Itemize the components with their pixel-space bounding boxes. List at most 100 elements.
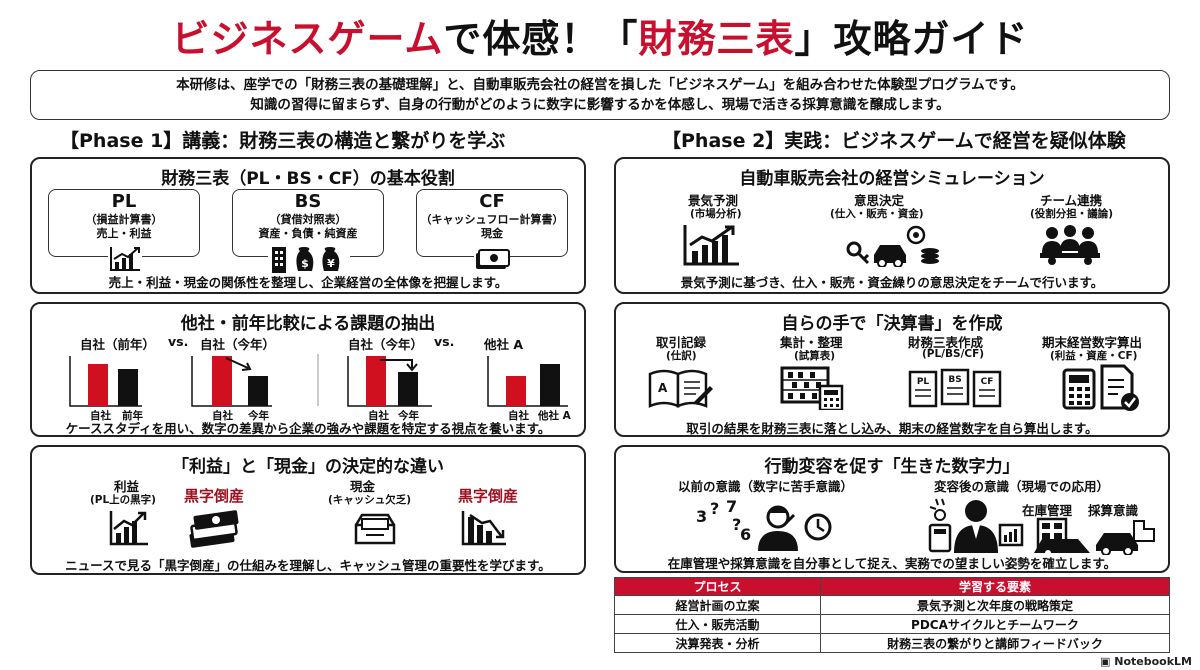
intro-box: 本研修は、座学での「財務三表の基礎理解」と、自動車販売会社の経営を損した「ビジネ… xyxy=(30,70,1170,120)
confused-person-icon xyxy=(758,505,832,551)
team-icon xyxy=(1040,225,1100,265)
bs-desc: 資産・負債・純資産 xyxy=(258,227,358,240)
step-sub: (仕訳) xyxy=(666,350,697,362)
sim-item-label: チーム連携 xyxy=(1040,193,1103,208)
bar-label: 自社 xyxy=(90,410,111,422)
documents-icon: PL BS CF xyxy=(908,368,1002,408)
doc-label: PL xyxy=(917,377,930,387)
card-title: 行動変容を促す「生きた数字力」 xyxy=(764,457,1020,477)
cash-sub: (キャッシュ欠乏) xyxy=(328,494,412,506)
table-cell: 決算発表・分析 xyxy=(614,633,821,653)
page-title: ビジネスゲームで体感！「財務三表」攻略ガイド xyxy=(171,17,1029,61)
digit-glyph: 6 xyxy=(740,525,752,544)
cash-label: 現金 xyxy=(350,479,376,494)
profit-label: 利益 xyxy=(114,479,140,494)
bs-box: BS （貸借対照表） 資産・負債・純資産 xyxy=(232,189,384,257)
money-stack-icon xyxy=(189,510,239,548)
forecast-chart-icon xyxy=(683,225,739,266)
bar xyxy=(398,372,418,406)
card-footer: ケーススタディを用い、数字の差異から企業の強みや課題を特定する視点を養います。 xyxy=(65,421,551,436)
cash-icon xyxy=(474,247,510,273)
digit-glyph: ? xyxy=(732,515,742,534)
pl-desc: 売上・利益 xyxy=(96,227,152,240)
sim-item-label: 意思決定 xyxy=(854,193,905,208)
step-sub: (PL/BS/CF) xyxy=(922,348,985,360)
before-label: 以前の意識（数字に苦手意識） xyxy=(678,479,854,494)
warehouse-car-icon xyxy=(1034,517,1155,555)
businessperson-icon xyxy=(928,498,1024,553)
profit-sub: (PL上の黒字) xyxy=(90,494,156,506)
card-footer: 景気予測に基づき、仕入・販売・資金繰りの意思決定をチームで行います。 xyxy=(680,275,1104,290)
card-footer: ニュースで見る「黒字倒産」の仕組みを理解し、キャッシュ管理の重要性を学びます。 xyxy=(65,558,551,573)
step-label: 期末経営数字算出 xyxy=(1042,335,1143,350)
card-footer: 在庫管理や採算意識を自分事として捉え、実務での望ましい姿勢を確立します。 xyxy=(667,556,1117,571)
decision-icon xyxy=(846,225,939,267)
bar xyxy=(248,376,268,406)
table-header-row: プロセス 学習する要素 xyxy=(614,577,1170,596)
rising-chart-icon xyxy=(108,245,142,273)
intro-line-1: 本研修は、座学での「財務三表の基礎理解」と、自動車販売会社の経営を損した「ビジネ… xyxy=(176,77,1024,93)
sim-item-sub: (仕入・販売・資金) xyxy=(830,208,924,220)
comparison-card: 他社・前年比較による課題の抽出 自社（前年） vs. 自社（今年） 自社（今年）… xyxy=(30,302,586,437)
bar-label: 自社 xyxy=(508,410,529,422)
bs-name: （貸借対照表） xyxy=(269,213,347,226)
buildings-money-icon: $ ¥ xyxy=(268,243,350,275)
notebook-icon: ▣ xyxy=(1100,655,1115,668)
vs-label: vs. xyxy=(168,334,189,349)
step-label: 財務三表作成 xyxy=(908,335,984,350)
intro-line-2: 知識の習得に留まらず、自身の行動がどのように数字に影響するかを体感し、現場で活き… xyxy=(250,97,950,113)
cf-abbr: CF xyxy=(479,191,505,212)
compare-left-label: 自社（前年） xyxy=(80,337,156,352)
svg-text:$: $ xyxy=(301,257,309,270)
bar xyxy=(540,364,560,406)
step-label: 集計・整理 xyxy=(780,335,843,350)
sim-item-sub: (市場分析) xyxy=(690,208,742,220)
bar xyxy=(506,376,526,406)
card-footer: 取引の結果を財務三表に落とし込み、期末の経営数字を自ら算出します。 xyxy=(686,421,1098,436)
cash-register-icon xyxy=(354,513,396,545)
vs-label: vs. xyxy=(434,334,455,349)
bar-label: 今年 xyxy=(398,410,419,422)
simulation-card: 自動車販売会社の経営シミュレーション 景気予測 (市場分析) 意思決定 (仕入・… xyxy=(614,157,1170,294)
card-title: 自らの手で「決算書」を作成 xyxy=(781,314,1003,334)
table-cell: 財務三表の繋がりと講師フィードバック xyxy=(820,633,1170,653)
svg-text:¥: ¥ xyxy=(327,257,335,270)
pl-name: （損益計算書） xyxy=(85,213,163,226)
declining-chart-icon xyxy=(461,511,506,546)
process-table: プロセス 学習する要素 経営計画の立案 景気予測と次年度の戦略策定 仕入・販売活… xyxy=(614,577,1170,653)
bar xyxy=(366,356,386,406)
bs-abbr: BS xyxy=(294,191,322,212)
bankrupt-label: 黒字倒産 xyxy=(458,487,519,505)
bar-label: 自社 xyxy=(368,410,389,422)
doc-label: BS xyxy=(948,375,961,385)
compare-right-label: 自社（今年） xyxy=(200,337,276,352)
bar-label: 今年 xyxy=(248,410,269,422)
table-cell: 景気予測と次年度の戦略策定 xyxy=(820,595,1170,615)
profitability-tag: 採算意識 xyxy=(1088,503,1139,518)
compare-right-label: 他社 A xyxy=(484,337,524,352)
sim-item-sub: (役割分担・議論) xyxy=(1030,208,1114,220)
profit-cash-card: 「利益」と「現金」の決定的な違い 利益 (PL上の黒字) 黒字倒産 現金 (キャ… xyxy=(30,445,586,575)
bar-label: 他社 A xyxy=(538,410,571,422)
brand-watermark: ▣ NotebookLM xyxy=(1100,655,1192,668)
step-sub: (試算表) xyxy=(794,350,836,362)
bankrupt-label: 黒字倒産 xyxy=(184,487,245,505)
digit-glyph: ? xyxy=(710,499,720,518)
statements-roles-card: 財務三表（PL・BS・CF）の基本役割 PL （損益計算書） 売上・利益 BS … xyxy=(30,157,586,294)
table-row: 決算発表・分析 財務三表の繋がりと講師フィードバック xyxy=(614,633,1170,653)
bar-label: 前年 xyxy=(122,410,143,422)
step-sub: (利益・資産・CF) xyxy=(1050,350,1138,362)
table-cell: 経営計画の立案 xyxy=(614,595,821,615)
step-label: 取引記録 xyxy=(656,335,707,350)
inventory-tag: 在庫管理 xyxy=(1022,503,1073,518)
calculator-icon xyxy=(1062,364,1139,411)
digit-glyph: 3 xyxy=(696,507,708,526)
table-cell: PDCAサイクルとチームワーク xyxy=(820,614,1170,634)
column-header: 学習する要素 xyxy=(820,577,1170,596)
compare-left-label: 自社（今年） xyxy=(348,337,424,352)
comparison-bar-charts xyxy=(69,354,568,407)
phase2-heading: 【Phase 2】実践：ビジネスゲームで経営を疑似体験 xyxy=(662,130,1126,152)
cf-name: （キャッシュフロー計算書） xyxy=(420,213,564,226)
bar xyxy=(212,356,232,406)
bar xyxy=(118,369,138,406)
